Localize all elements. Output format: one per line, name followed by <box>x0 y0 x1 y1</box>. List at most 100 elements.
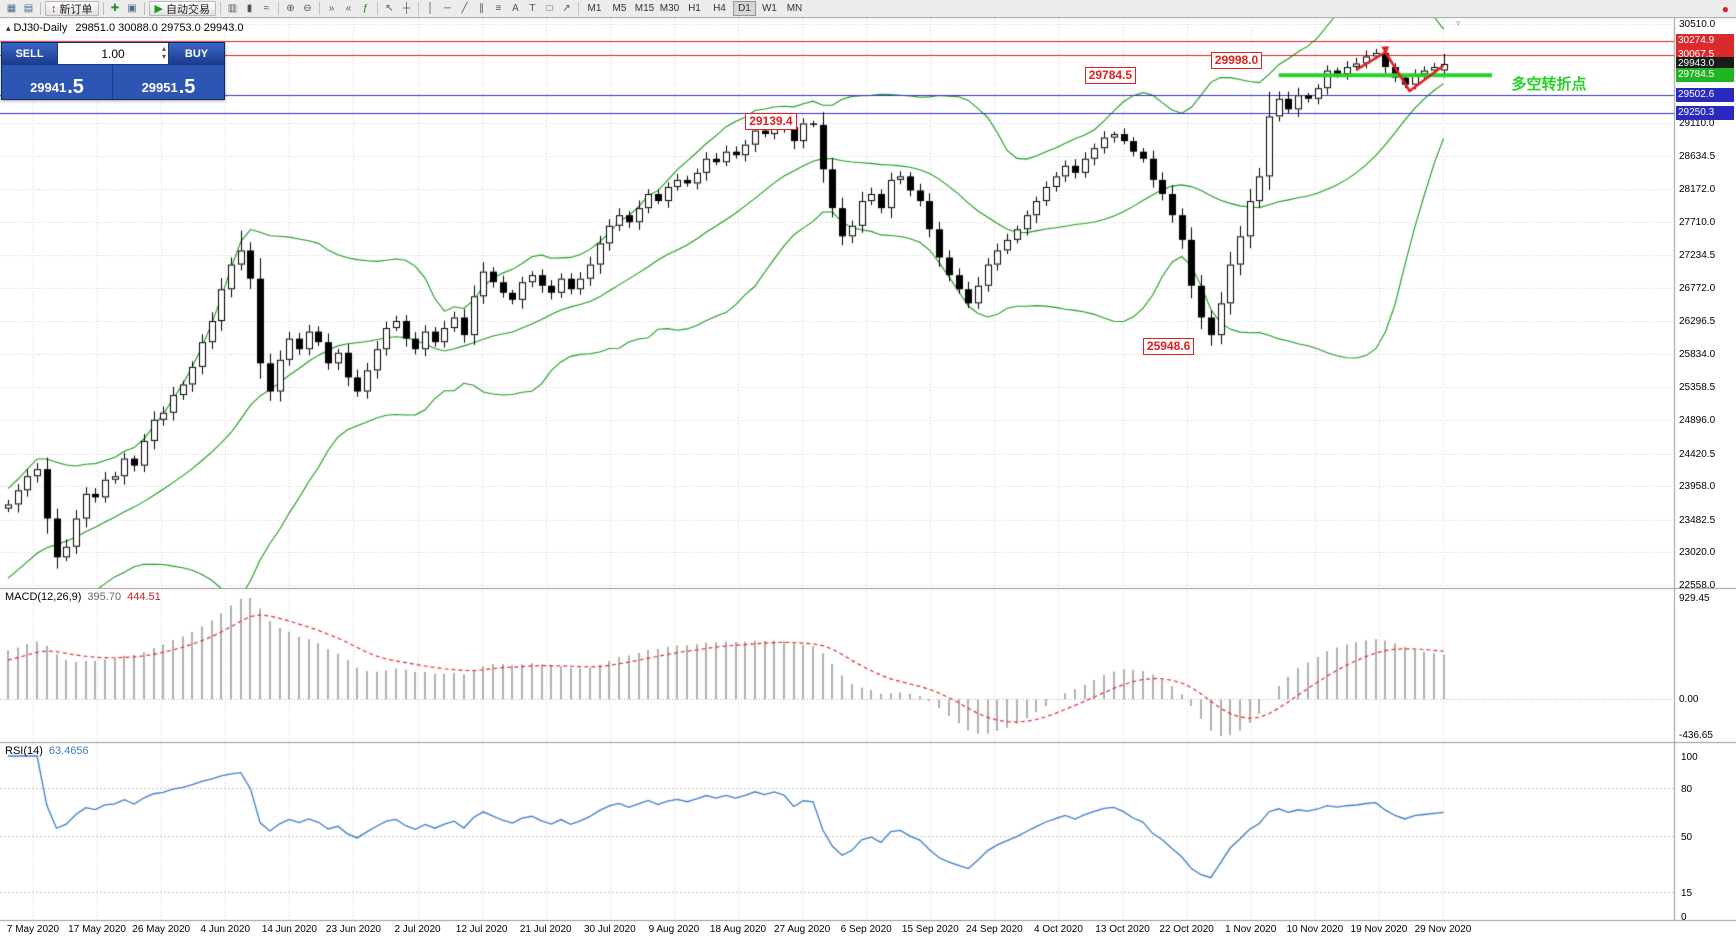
chart-symbol-label: DJ30-Daily <box>13 22 68 34</box>
x-axis-date-label: 26 May 2020 <box>132 924 191 935</box>
chart-shift-marker[interactable]: ▿ <box>1456 18 1461 28</box>
macd-axis-label: -436.65 <box>1679 730 1713 741</box>
x-axis-date-label: 12 Jul 2020 <box>455 924 508 935</box>
timeframe-m15[interactable]: M15 <box>634 3 655 14</box>
indicators-icon[interactable]: ƒ <box>362 3 369 14</box>
y-axis-label: 28634.5 <box>1679 151 1716 163</box>
zoom-in-icon[interactable]: ⊕ <box>286 3 295 14</box>
chart-ohlc-values: 29851.0 30088.0 29753.0 29943.0 <box>75 22 244 34</box>
data-window-icon[interactable]: ▣ <box>127 3 137 14</box>
shapes-icon[interactable]: □ <box>546 3 553 14</box>
toolbar-separator <box>40 2 41 15</box>
auto-scroll-icon[interactable]: » <box>328 3 335 14</box>
arrows-icon[interactable]: ↗ <box>562 3 571 14</box>
record-icon[interactable]: ● <box>1721 1 1729 16</box>
timeframe-w1[interactable]: W1 <box>761 3 777 14</box>
bar-chart-icon[interactable]: ▥ <box>227 3 238 14</box>
horizontal-line-icon[interactable]: ─ <box>443 3 452 14</box>
y-axis-label: 24420.5 <box>1679 448 1716 460</box>
timeframe-m1[interactable]: M1 <box>587 3 602 14</box>
label-icon[interactable]: T <box>529 3 536 14</box>
y-axis-label: 23482.5 <box>1679 514 1716 526</box>
lot-size-field[interactable]: 1.00 ▴ ▾ <box>58 43 168 64</box>
x-axis-date-label: 7 May 2020 <box>6 924 60 935</box>
timeframe-h1[interactable]: H1 <box>688 3 701 14</box>
toolbar-separator <box>577 2 579 15</box>
collapse-arrow-icon[interactable]: ▴ <box>6 23 11 33</box>
profiles-icon[interactable]: ▤ <box>23 3 34 14</box>
macd-main-value: 395.70 <box>87 591 122 603</box>
trendline-icon[interactable]: ╱ <box>461 3 468 14</box>
lot-size-value: 1.00 <box>101 46 125 61</box>
toolbar-separator <box>143 2 145 15</box>
timeframe-mn[interactable]: MN <box>786 3 803 14</box>
one-click-trading-panel: SELL 1.00 ▴ ▾ BUY 29941.5 29951.5 <box>1 42 225 100</box>
x-axis-date-label: 24 Sep 2020 <box>966 924 1023 935</box>
y-axis-label: 25358.5 <box>1679 382 1716 394</box>
autotrading-button[interactable]: ▶ 自动交易 <box>148 1 216 16</box>
market-watch-icon[interactable]: ✚ <box>110 3 120 14</box>
vertical-line-icon[interactable]: │ <box>427 3 434 14</box>
x-axis-date-label: 17 May 2020 <box>68 924 126 935</box>
text-icon[interactable]: A <box>512 3 519 14</box>
rsi-name: RSI(14) <box>5 745 43 757</box>
cursor-icon[interactable]: ↖ <box>385 3 394 14</box>
y-axis-label: 26772.0 <box>1679 282 1716 294</box>
toolbar-separator <box>417 2 419 15</box>
price-annotation[interactable]: 29784.5 <box>1084 67 1137 85</box>
timeframe-d1[interactable]: D1 <box>732 1 756 16</box>
timeframe-h4[interactable]: H4 <box>713 3 726 14</box>
toolbar-separator <box>102 2 104 15</box>
new-order-button[interactable]: ↕ 新订单 <box>45 1 99 16</box>
fibonacci-icon[interactable]: ≡ <box>495 3 502 14</box>
lot-increase-icon[interactable]: ▴ <box>161 44 166 53</box>
y-axis-label: 24896.0 <box>1679 415 1716 427</box>
y-axis-label: 29110.0 <box>1679 117 1715 129</box>
crosshair-icon[interactable]: ┼ <box>402 3 411 14</box>
timeframe-m5[interactable]: M5 <box>612 3 627 14</box>
y-axis-price-label: 29784.5 <box>1676 68 1734 83</box>
y-axis-label: 23958.0 <box>1679 481 1716 493</box>
x-axis-date-label: 15 Sep 2020 <box>901 924 959 935</box>
x-axis-date-label: 27 Aug 2020 <box>773 924 831 935</box>
autotrading-button-label: 自动交易 <box>165 3 210 16</box>
rsi-value: 63.4656 <box>48 745 89 757</box>
price-annotation[interactable]: 29998.0 <box>1210 52 1263 70</box>
price-annotation[interactable]: 29139.4 <box>745 112 797 130</box>
buy-button[interactable]: BUY <box>168 43 224 64</box>
y-axis-label: 28172.0 <box>1679 183 1716 195</box>
toolbar-right-group: ● <box>1722 2 1733 16</box>
x-axis-date-label: 2 Jul 2020 <box>394 924 441 935</box>
y-axis-label: 27234.5 <box>1679 250 1716 262</box>
sell-button[interactable]: SELL <box>2 43 58 64</box>
x-axis-date-label: 6 Sep 2020 <box>840 924 892 935</box>
price-annotation[interactable]: 25948.6 <box>1142 337 1195 355</box>
x-axis-date-label: 30 Jul 2020 <box>583 924 636 935</box>
y-axis-label: 25834.0 <box>1679 348 1716 360</box>
buy-price-display[interactable]: 29951.5 <box>113 65 224 99</box>
timeframe-m30[interactable]: M30 <box>659 3 680 14</box>
sell-price-display[interactable]: 29941.5 <box>2 65 113 99</box>
zoom-out-icon[interactable]: ⊖ <box>303 3 312 14</box>
x-axis-date-label: 1 Nov 2020 <box>1225 924 1277 935</box>
x-axis-date-label: 23 Jun 2020 <box>325 924 381 935</box>
x-axis-date-label: 21 Jul 2020 <box>519 924 572 935</box>
y-axis-label: 26296.5 <box>1679 316 1716 328</box>
chart-shift-icon[interactable]: « <box>345 3 352 14</box>
lot-decrease-icon[interactable]: ▾ <box>161 52 166 61</box>
toolbar-icon-group: ▦ ▤ ↕ 新订单 ✚ ▣ ▶ 自动交易 ▥ ▮ ≈ ⊕ ⊖ » « ƒ ↖ ┼ │ ─ ╱ ∥ ≡ A T □ ↗ <box>3 1 582 16</box>
macd-indicator-label: MACD(12,26,9) 395.70 444.51 <box>5 591 161 603</box>
new-chart-icon[interactable]: ▦ <box>6 3 17 14</box>
chart-text-note[interactable]: 多空转折点 <box>1511 76 1587 94</box>
candlestick-chart-icon[interactable]: ▮ <box>246 3 253 14</box>
macd-signal-value: 444.51 <box>127 591 161 603</box>
line-chart-icon[interactable]: ≈ <box>263 3 270 14</box>
macd-axis-label: 929.45 <box>1679 593 1710 604</box>
channel-icon[interactable]: ∥ <box>478 3 484 14</box>
toolbar-separator <box>277 2 279 15</box>
y-axis-label: 22558.0 <box>1679 580 1716 591</box>
buy-price-main: 29951 <box>141 80 178 95</box>
toolbar-separator <box>318 2 320 15</box>
